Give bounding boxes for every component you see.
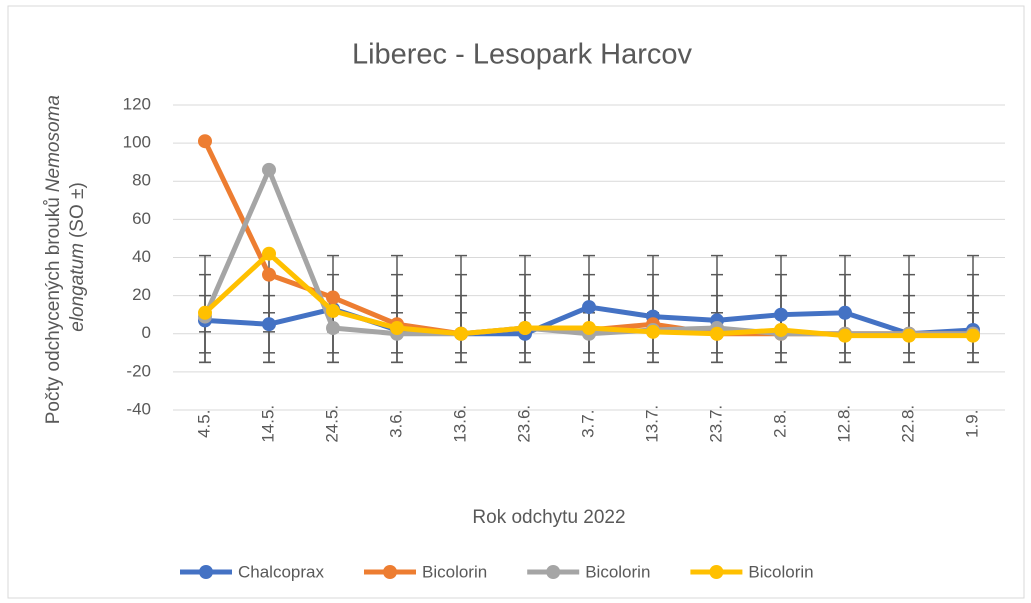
legend-marker [546, 565, 561, 579]
x-tick-label: 2.8. [770, 410, 789, 438]
legend-marker [709, 565, 724, 579]
data-point [838, 305, 852, 320]
y-tick-label: -40 [126, 399, 151, 418]
y-axis-title: Počty odchycených brouků Nemosoma elongat… [43, 90, 88, 425]
data-point [774, 322, 788, 337]
y-tick-label: 100 [123, 133, 151, 152]
legend-label: Chalcoprax [238, 562, 324, 581]
data-point [262, 267, 276, 282]
data-point [518, 321, 532, 336]
data-point [710, 326, 724, 341]
y-tick-label: 60 [132, 209, 151, 228]
legend-marker [383, 565, 397, 579]
x-tick-label: 4.5. [194, 410, 213, 438]
y-tick-label: 20 [132, 285, 151, 304]
data-point [198, 134, 212, 149]
data-point [454, 326, 468, 341]
x-axis-title: Rok odchytu 2022 [472, 507, 625, 528]
data-point [838, 328, 852, 343]
legend-label: Bicolorin [422, 562, 487, 581]
data-point [774, 307, 788, 322]
x-tick-label: 23.7. [706, 405, 725, 443]
legend-marker [199, 565, 213, 579]
data-point [262, 162, 276, 177]
data-point [582, 321, 596, 336]
data-point [262, 246, 276, 261]
data-point [326, 321, 340, 336]
legend-label: Bicolorin [748, 562, 813, 581]
x-tick-label: 24.5. [322, 405, 341, 443]
y-tick-label: 0 [142, 323, 151, 342]
y-axis-title-part: Nemosoma [43, 95, 64, 192]
y-axis-title-part: (SO ±) [67, 182, 88, 238]
data-point [326, 303, 340, 318]
chart-title: Liberec - Lesopark Harcov [352, 39, 693, 71]
legend-label: Bicolorin [585, 562, 650, 581]
y-axis-title-part: elongatum [67, 243, 88, 332]
data-point [966, 328, 980, 343]
error-bar [455, 294, 467, 354]
y-tick-label: 80 [132, 171, 151, 190]
x-tick-label: 23.6. [514, 405, 533, 443]
error-bar [903, 294, 915, 354]
data-point [198, 305, 212, 320]
y-tick-label: -20 [126, 361, 151, 380]
data-point [582, 300, 596, 315]
x-tick-label: 14.5. [258, 405, 277, 443]
x-tick-label: 3.7. [578, 410, 597, 438]
x-tick-label: 13.6. [450, 405, 469, 443]
data-point [262, 317, 276, 332]
x-tick-label: 3.6. [386, 410, 405, 438]
data-point [326, 290, 340, 305]
data-point [646, 324, 660, 339]
x-tick-label: 12.8. [834, 405, 853, 443]
y-axis-title-part: Počty odchycených brouků [43, 197, 64, 424]
x-tick-label: 22.8. [898, 405, 917, 443]
x-tick-label: 1.9. [962, 410, 981, 438]
data-point [390, 321, 404, 336]
x-tick-label: 13.7. [642, 405, 661, 443]
y-tick-label: 40 [132, 247, 151, 266]
error-bar [839, 294, 851, 354]
y-tick-label: 120 [123, 94, 151, 113]
data-point [902, 328, 916, 343]
